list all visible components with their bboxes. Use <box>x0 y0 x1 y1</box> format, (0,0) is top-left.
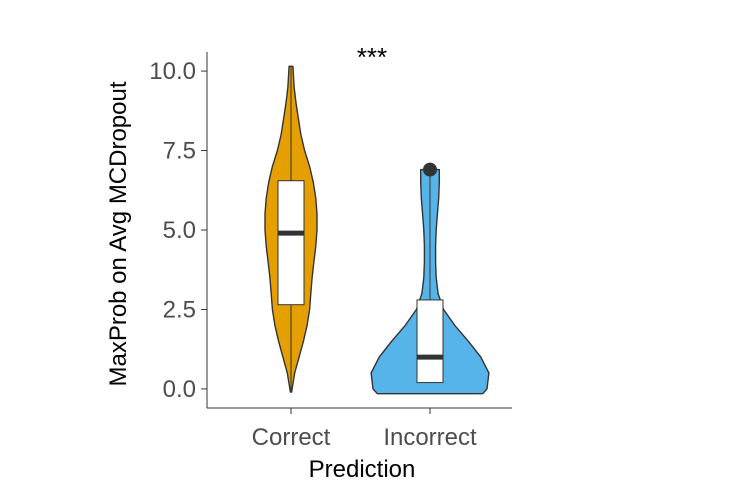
x-tick-label-incorrect: Incorrect <box>383 424 477 451</box>
x-tick-label-correct: Correct <box>252 424 331 451</box>
y-tick-label: 2.5 <box>163 296 196 323</box>
box-incorrect <box>416 299 444 384</box>
outlier-point-incorrect-0 <box>423 162 437 177</box>
axes-layer: Correct Incorrect 0.0 2.5 5.0 7.5 10.0 <box>149 52 512 451</box>
significance-annotation: *** <box>357 42 387 72</box>
y-axis-title: MaxProb on Avg MCDropout <box>105 81 132 386</box>
y-tick-label: 7.5 <box>163 138 196 165</box>
box-correct <box>277 180 305 306</box>
y-tick-label: 0.0 <box>163 376 196 403</box>
x-axis-title: Prediction <box>309 456 416 483</box>
y-tick-label: 10.0 <box>149 58 196 85</box>
y-tick-label: 5.0 <box>163 217 196 244</box>
boxplots-layer <box>277 66 444 393</box>
